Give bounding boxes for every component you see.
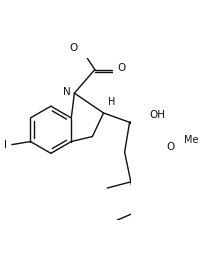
Text: O: O: [69, 43, 77, 53]
Text: OH: OH: [149, 110, 165, 120]
Text: O: O: [117, 63, 125, 73]
Text: H: H: [108, 97, 116, 107]
Text: Me: Me: [184, 135, 199, 145]
Text: I: I: [4, 140, 8, 149]
Text: N: N: [63, 87, 71, 97]
Text: O: O: [166, 142, 174, 152]
Polygon shape: [130, 122, 151, 141]
